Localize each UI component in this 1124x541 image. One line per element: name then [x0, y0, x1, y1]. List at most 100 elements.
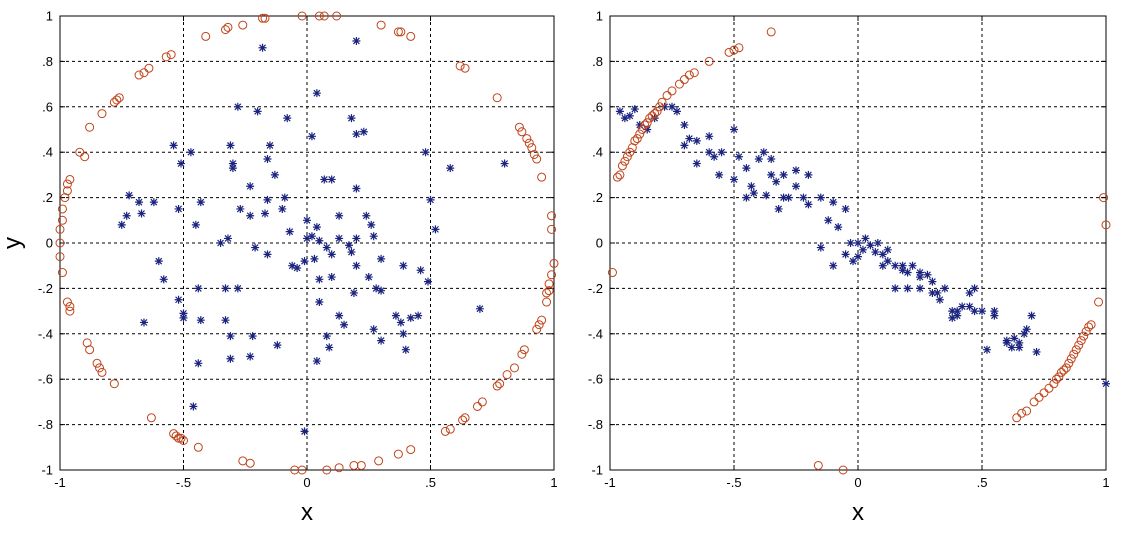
circle-point [1079, 331, 1089, 341]
circle-point [724, 47, 734, 57]
star-point [970, 307, 979, 316]
circle-point [617, 161, 627, 171]
star-point [635, 120, 644, 129]
star-point [246, 182, 255, 191]
star-point [426, 195, 435, 204]
star-point [891, 284, 900, 293]
star-point [705, 132, 714, 141]
star-point [908, 261, 917, 270]
star-point [406, 313, 415, 322]
y-axis-label: y [0, 237, 26, 249]
circle-point [532, 154, 542, 164]
circle-point [509, 363, 519, 373]
star-point [878, 261, 887, 270]
star-point [137, 209, 146, 218]
star-point [186, 148, 195, 157]
circle-point [297, 11, 307, 21]
circle-point [622, 152, 632, 162]
y-tick-label: .4 [42, 145, 53, 160]
circle-point [179, 435, 188, 445]
star-point [982, 345, 991, 354]
y-tick-label: .8 [42, 54, 53, 69]
star-point [668, 102, 676, 111]
star-point [191, 220, 200, 229]
y-tick-label: .2 [592, 190, 603, 205]
star-point [834, 223, 843, 232]
star-point [774, 204, 783, 213]
circle-point [1094, 297, 1104, 307]
circle-point [1049, 379, 1059, 389]
star-point [310, 254, 319, 263]
circle-point [193, 442, 203, 452]
star-point [322, 243, 331, 252]
circle-point [220, 25, 230, 35]
circle-point [376, 20, 386, 30]
circle-point [97, 109, 107, 119]
circle-point [1054, 372, 1064, 382]
circle-point [171, 431, 181, 441]
y-tick-label: .6 [42, 99, 53, 114]
star-point [846, 239, 855, 247]
star-point [970, 284, 979, 293]
circle-point [813, 460, 823, 470]
circle-point [607, 268, 617, 278]
star-point [364, 273, 373, 282]
circle-point [97, 367, 107, 377]
star-point [424, 277, 433, 286]
circle-point [455, 61, 465, 71]
y-tick-label: 1 [46, 9, 53, 24]
star-point [300, 257, 309, 266]
star-point [762, 191, 771, 200]
star-point [226, 332, 235, 341]
circle-point [517, 349, 527, 359]
star-point [196, 316, 205, 325]
x-tick-label: .5 [425, 475, 436, 490]
star-point [1027, 311, 1036, 320]
star-point [692, 159, 701, 168]
star-point [122, 211, 131, 220]
circle-point [166, 50, 176, 60]
circle-point [704, 56, 714, 66]
star-point [149, 198, 158, 207]
star-point [352, 234, 361, 243]
circle-point [1012, 413, 1022, 423]
circle-point [529, 149, 539, 159]
y-tick-label: 1 [596, 9, 603, 24]
circle-point [57, 215, 67, 225]
circle-point [627, 143, 637, 153]
star-point [273, 341, 282, 350]
circle-point [547, 211, 557, 221]
star-point [804, 170, 813, 179]
star-point [283, 114, 292, 123]
star-point [940, 284, 949, 293]
star-point [401, 345, 410, 354]
circle-point [297, 465, 307, 475]
circle-point [314, 11, 324, 21]
circle-point [112, 95, 122, 105]
star-point [307, 232, 316, 241]
circle-point [1076, 336, 1086, 346]
star-point [352, 36, 361, 45]
circle-point [1061, 363, 1071, 373]
star-series [117, 36, 509, 436]
star-point [228, 164, 237, 173]
grid-lines [60, 16, 554, 470]
star-point [233, 102, 242, 111]
star-point [854, 252, 862, 261]
circle-point [650, 109, 660, 119]
circle-point [55, 252, 65, 262]
circle-point [542, 297, 552, 307]
star-point [871, 248, 880, 257]
circle-series [607, 27, 1111, 475]
circle-point [517, 127, 527, 137]
star-point [829, 198, 838, 207]
circle-point [492, 381, 502, 391]
star-point [990, 307, 999, 316]
circle-point [495, 379, 505, 389]
star-point [779, 170, 788, 179]
circle-point [55, 238, 65, 248]
circle-point [1074, 340, 1084, 350]
star-point [883, 257, 892, 266]
